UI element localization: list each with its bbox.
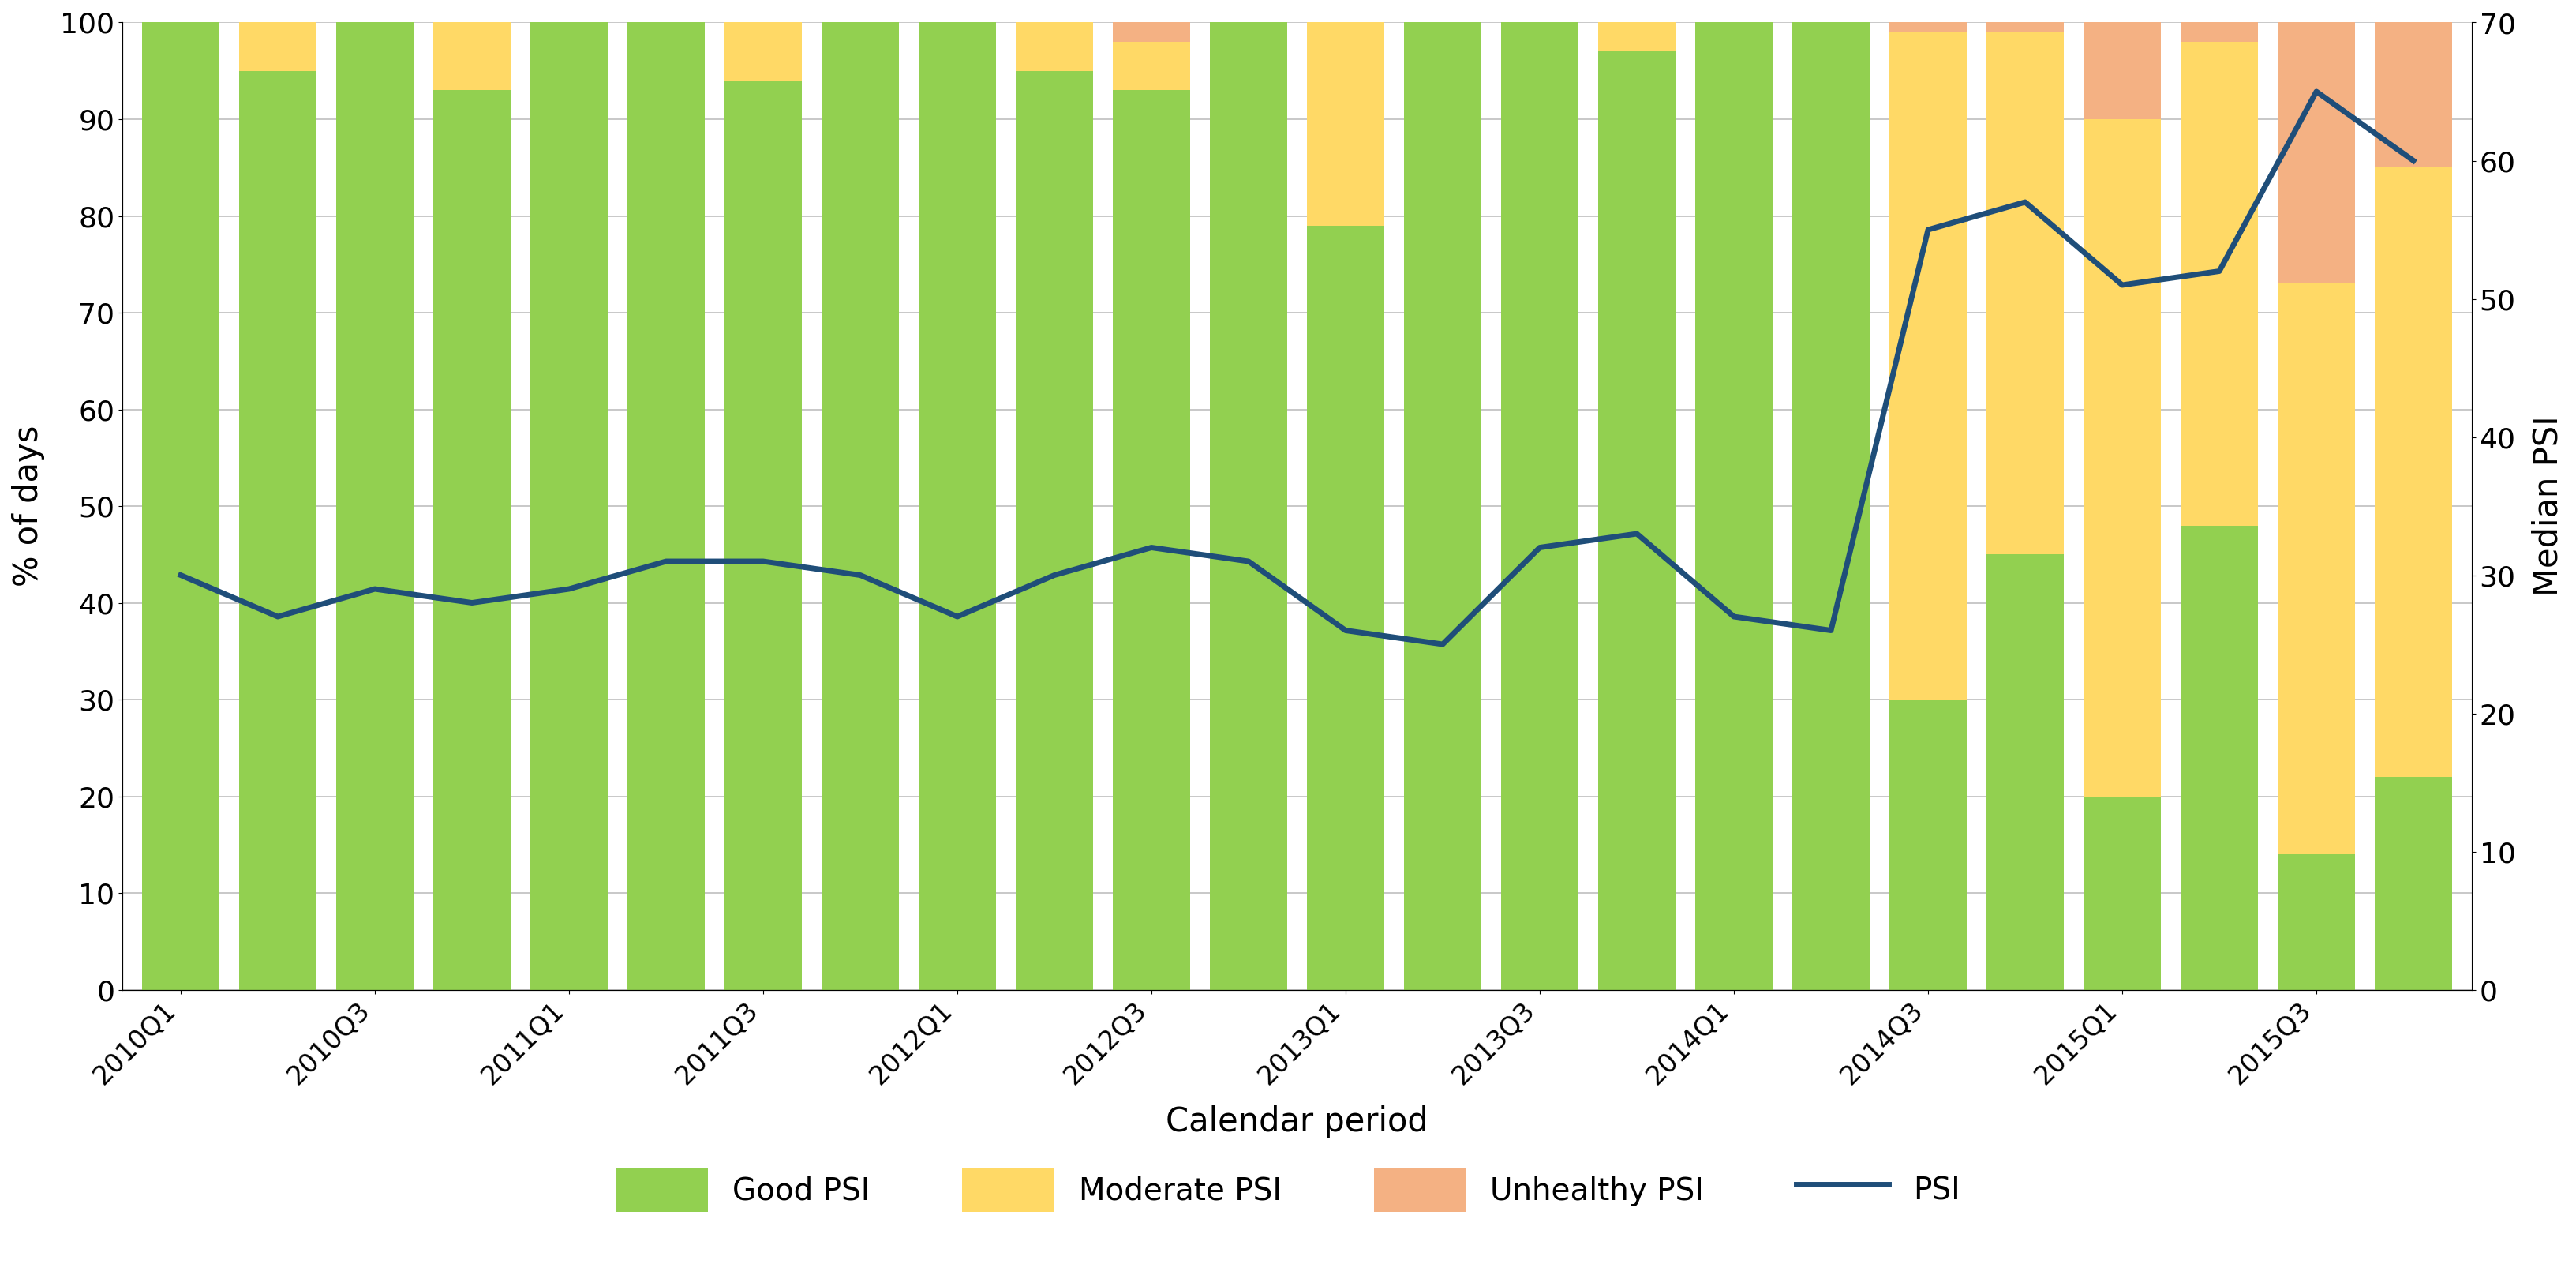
Bar: [2277, 283, 2354, 854]
Bar: [724, 23, 801, 81]
Bar: [1015, 71, 1092, 990]
Bar: [531, 23, 608, 990]
PSI: [1816, 623, 1847, 638]
Legend: Good PSI, Moderate PSI, Unhealthy PSI, PSI: Good PSI, Moderate PSI, Unhealthy PSI, P…: [585, 1138, 1991, 1243]
Bar: [626, 23, 706, 990]
PSI: [1620, 526, 1651, 541]
PSI: [943, 609, 974, 624]
Bar: [1502, 23, 1579, 990]
Bar: [1597, 52, 1674, 990]
Bar: [1306, 23, 1383, 225]
Y-axis label: Median PSI: Median PSI: [2532, 416, 2563, 597]
Bar: [433, 90, 510, 990]
Bar: [724, 81, 801, 990]
Bar: [2375, 23, 2452, 168]
PSI: [2009, 195, 2040, 210]
X-axis label: Calendar period: Calendar period: [1167, 1105, 1427, 1139]
PSI: [652, 554, 683, 569]
PSI: [456, 595, 487, 611]
Bar: [2375, 777, 2452, 990]
Bar: [2084, 796, 2161, 990]
Bar: [1986, 32, 2063, 555]
Bar: [2179, 42, 2259, 526]
Bar: [1986, 23, 2063, 32]
Bar: [1888, 32, 1968, 699]
PSI: [2205, 264, 2236, 279]
Bar: [1597, 23, 1674, 52]
Bar: [2277, 23, 2354, 283]
Bar: [1888, 699, 1968, 990]
PSI: [1234, 554, 1265, 569]
Bar: [335, 23, 415, 990]
PSI: [1427, 637, 1458, 652]
Bar: [433, 23, 510, 90]
Bar: [1793, 23, 1870, 990]
Bar: [2179, 23, 2259, 42]
PSI: [2300, 83, 2331, 99]
PSI: [1525, 540, 1556, 555]
Bar: [1695, 23, 1772, 990]
PSI: [1136, 540, 1167, 555]
Bar: [240, 71, 317, 990]
Bar: [1306, 225, 1383, 990]
Bar: [1986, 555, 2063, 990]
PSI: [2107, 277, 2138, 292]
PSI: [263, 609, 294, 624]
PSI: [165, 568, 196, 583]
PSI: [1911, 222, 1942, 238]
Bar: [1888, 23, 1968, 32]
PSI: [845, 568, 876, 583]
Bar: [1015, 23, 1092, 71]
Bar: [1211, 23, 1288, 990]
Bar: [240, 23, 317, 71]
Bar: [142, 23, 219, 990]
PSI: [1329, 623, 1360, 638]
Bar: [2375, 168, 2452, 777]
Bar: [2179, 526, 2259, 990]
Bar: [1404, 23, 1481, 990]
PSI: [1038, 568, 1069, 583]
Y-axis label: % of days: % of days: [13, 426, 44, 586]
Bar: [1113, 23, 1190, 42]
Bar: [822, 23, 899, 990]
Bar: [1113, 42, 1190, 90]
Bar: [920, 23, 997, 990]
PSI: [747, 554, 778, 569]
Bar: [2084, 23, 2161, 119]
Bar: [1113, 90, 1190, 990]
PSI: [2398, 153, 2429, 168]
PSI: [1718, 609, 1749, 624]
Bar: [2277, 854, 2354, 990]
Line: PSI: PSI: [180, 91, 2414, 645]
Bar: [2084, 119, 2161, 796]
PSI: [554, 581, 585, 597]
PSI: [361, 581, 392, 597]
